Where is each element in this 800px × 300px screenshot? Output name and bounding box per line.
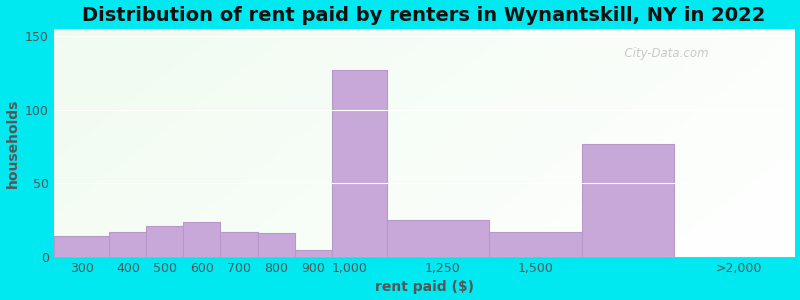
Bar [183,222,221,257]
Text: City-Data.com: City-Data.com [617,47,708,60]
Y-axis label: households: households [6,98,19,188]
Bar [582,144,674,257]
Bar [294,250,331,257]
Bar [110,232,146,257]
Bar [489,232,582,257]
Bar [221,232,258,257]
Bar [387,220,489,257]
Bar [146,226,183,257]
X-axis label: rent paid ($): rent paid ($) [374,280,474,294]
Bar [258,233,294,257]
Bar [331,70,387,257]
Bar [54,236,110,257]
Title: Distribution of rent paid by renters in Wynantskill, NY in 2022: Distribution of rent paid by renters in … [82,6,766,25]
